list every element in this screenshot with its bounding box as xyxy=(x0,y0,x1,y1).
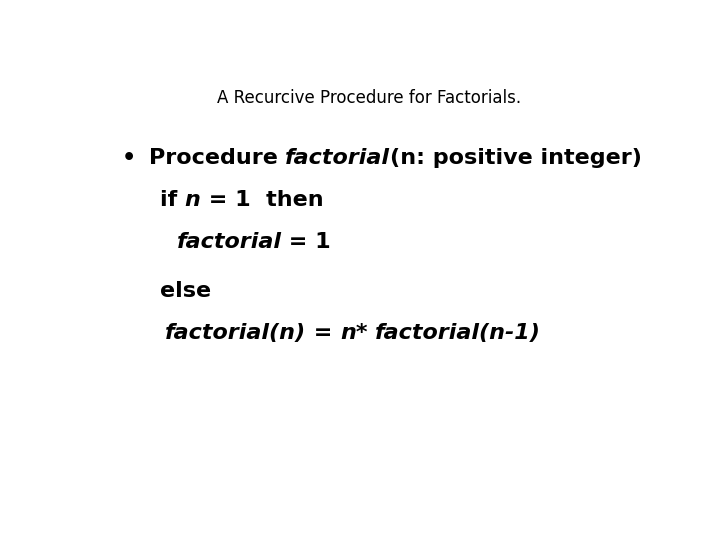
Text: = 1  then: = 1 then xyxy=(201,190,323,210)
Text: = 1: = 1 xyxy=(282,232,331,252)
Text: factorial: factorial xyxy=(176,232,282,252)
Text: factorial(n): factorial(n) xyxy=(166,323,307,343)
Text: =: = xyxy=(307,323,341,343)
Text: Procedure: Procedure xyxy=(148,148,285,168)
Text: n: n xyxy=(185,190,201,210)
Text: if: if xyxy=(160,190,185,210)
Text: factorial: factorial xyxy=(285,148,390,168)
Text: A Recurcive Procedure for Factorials.: A Recurcive Procedure for Factorials. xyxy=(217,89,521,107)
Text: factorial(n-1): factorial(n-1) xyxy=(375,323,541,343)
Text: (n: positive integer): (n: positive integer) xyxy=(390,148,642,168)
Text: else: else xyxy=(160,281,211,301)
Text: n*: n* xyxy=(341,323,368,343)
Text: •: • xyxy=(122,148,136,168)
